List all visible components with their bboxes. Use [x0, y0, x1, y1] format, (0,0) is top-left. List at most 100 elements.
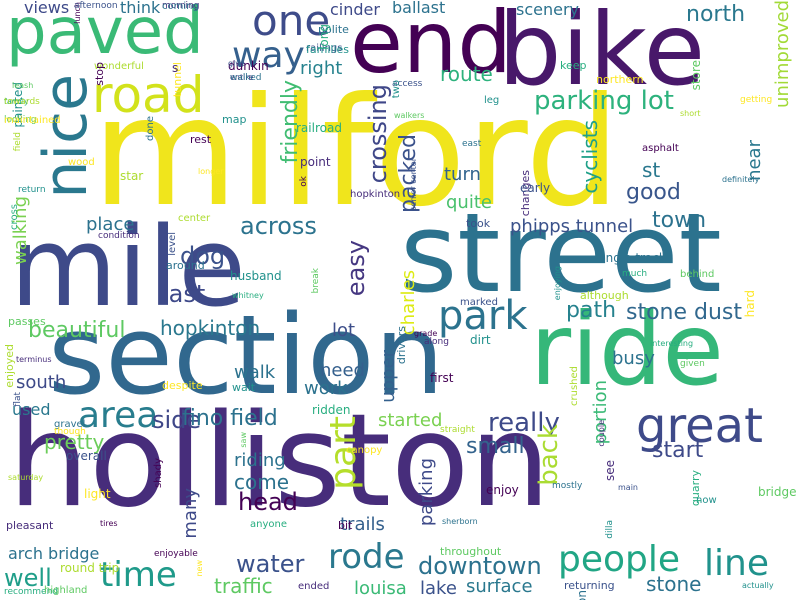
small-word-passes: passes	[8, 315, 46, 328]
small-word-crushed: crushed	[569, 366, 580, 406]
small-word-quarry: quarry	[689, 470, 702, 507]
small-word-field: field	[13, 132, 23, 152]
word-stone-dust: stone dust	[626, 300, 743, 325]
small-word-give: give	[228, 59, 245, 68]
small-word-although: although	[580, 289, 629, 302]
small-word-couple: couple	[597, 420, 606, 447]
small-word-wood: wood	[68, 157, 95, 168]
small-word-wonderful: wonderful	[94, 61, 144, 72]
small-word-railings: railings	[306, 43, 343, 54]
small-word-round-trip: round trip	[60, 561, 120, 575]
small-word-around: around	[166, 259, 205, 272]
small-word-rest: rest	[190, 133, 212, 146]
word-area: area	[78, 395, 159, 436]
small-word-point: point	[300, 155, 331, 169]
word-busy: busy	[612, 348, 655, 369]
small-word-short: short	[680, 109, 701, 118]
word-fino-field: fino field	[182, 406, 278, 431]
small-word-polite: polite	[318, 23, 349, 36]
small-word-saw: saw	[239, 432, 248, 448]
small-word-light: light	[84, 487, 111, 501]
word-way: way	[232, 35, 305, 76]
small-word-entire: entire	[230, 73, 254, 82]
small-word-husband: husband	[230, 269, 282, 283]
small-word-dunkin: dunkin	[228, 59, 269, 73]
word-water: water	[236, 550, 305, 578]
word-milford: milford	[92, 66, 621, 240]
word-street: street	[400, 189, 722, 317]
word-paved: paved	[6, 0, 204, 69]
word-good: good	[626, 180, 681, 205]
small-word-star: star	[120, 169, 144, 183]
small-word-cross: cross	[9, 204, 20, 230]
word-need: need	[320, 360, 365, 381]
word-mile: mile	[10, 203, 246, 331]
small-word-despite: despite	[162, 379, 203, 392]
small-word-actually: actually	[742, 581, 774, 590]
word-really: really	[488, 408, 560, 438]
word-parking-lot: parking lot	[534, 86, 674, 116]
small-word-keep: keep	[560, 59, 587, 72]
word-easy: easy	[342, 240, 370, 297]
word-place: place	[86, 214, 135, 235]
word-section: section	[48, 291, 445, 419]
word-surface: surface	[466, 576, 533, 597]
small-word-along: along	[424, 337, 449, 347]
word-hopkinton: hopkinton	[160, 316, 261, 340]
word-quite: quite	[446, 192, 492, 213]
small-word-single-track: single track	[596, 251, 666, 265]
word-st: st	[642, 158, 661, 182]
word-holliston: holliston	[8, 387, 551, 536]
small-word-return: return	[18, 185, 46, 195]
small-word-first: first	[430, 371, 454, 385]
word-beautiful: beautiful	[28, 318, 126, 343]
small-word-throughout: throughout	[440, 545, 502, 558]
word-think: think	[120, 0, 161, 17]
word-views: views	[24, 0, 70, 17]
small-word-ridden: ridden	[312, 403, 351, 417]
word-one: one	[252, 0, 331, 45]
word-start: start	[652, 438, 704, 463]
small-word-morning: morning	[162, 1, 200, 11]
small-word-given: given	[680, 359, 705, 369]
word-time: time	[100, 555, 177, 595]
small-word-condition: condition	[98, 231, 140, 241]
small-word-two: two	[391, 80, 402, 99]
small-word-tires: tires	[100, 519, 118, 528]
small-word-terminus: terminus	[16, 355, 52, 364]
small-word-coming: coming	[162, 1, 199, 12]
small-word-anyone: anyone	[250, 519, 287, 530]
word-pretty: pretty	[44, 430, 105, 454]
small-word-flat: flat	[13, 392, 23, 407]
word-started: started	[378, 410, 443, 431]
small-word-now: now	[696, 495, 717, 506]
word-great: great	[636, 398, 763, 454]
small-word-stop: stop	[93, 62, 106, 86]
word-end: end	[350, 0, 513, 93]
word-come: come	[234, 470, 290, 494]
small-word-east: east	[462, 139, 482, 149]
small-word-main: main	[618, 483, 638, 492]
word-side: side	[152, 406, 202, 434]
small-word-walked: walked	[230, 73, 262, 83]
small-word-enjoyable: enjoyable	[154, 549, 198, 559]
word-trails: trails	[340, 514, 385, 535]
small-word-hopkinton: hopkinton	[350, 189, 401, 200]
small-word-mostly: mostly	[552, 481, 583, 491]
small-word-towards: towards	[4, 97, 40, 107]
word-south: south	[16, 372, 67, 393]
small-word-milfordhopkinton: milfordhopkinton	[575, 590, 589, 600]
word-north: north	[686, 2, 746, 27]
small-word-enjoyed: enjoyed	[3, 344, 16, 388]
word-turn: turn	[444, 164, 481, 185]
word-arch-bridge: arch bridge	[8, 544, 100, 563]
small-word-afternoon: afternoon	[74, 1, 118, 11]
small-word-sherborn: sherborn	[442, 517, 478, 526]
small-word-level: level	[167, 232, 178, 256]
small-word-bridge: bridge	[758, 485, 797, 499]
word-work: work	[304, 378, 348, 399]
small-word-new: new	[195, 560, 204, 577]
word-riding: riding	[234, 450, 286, 471]
word-head: head	[238, 488, 298, 516]
small-word-early: early	[520, 181, 551, 195]
